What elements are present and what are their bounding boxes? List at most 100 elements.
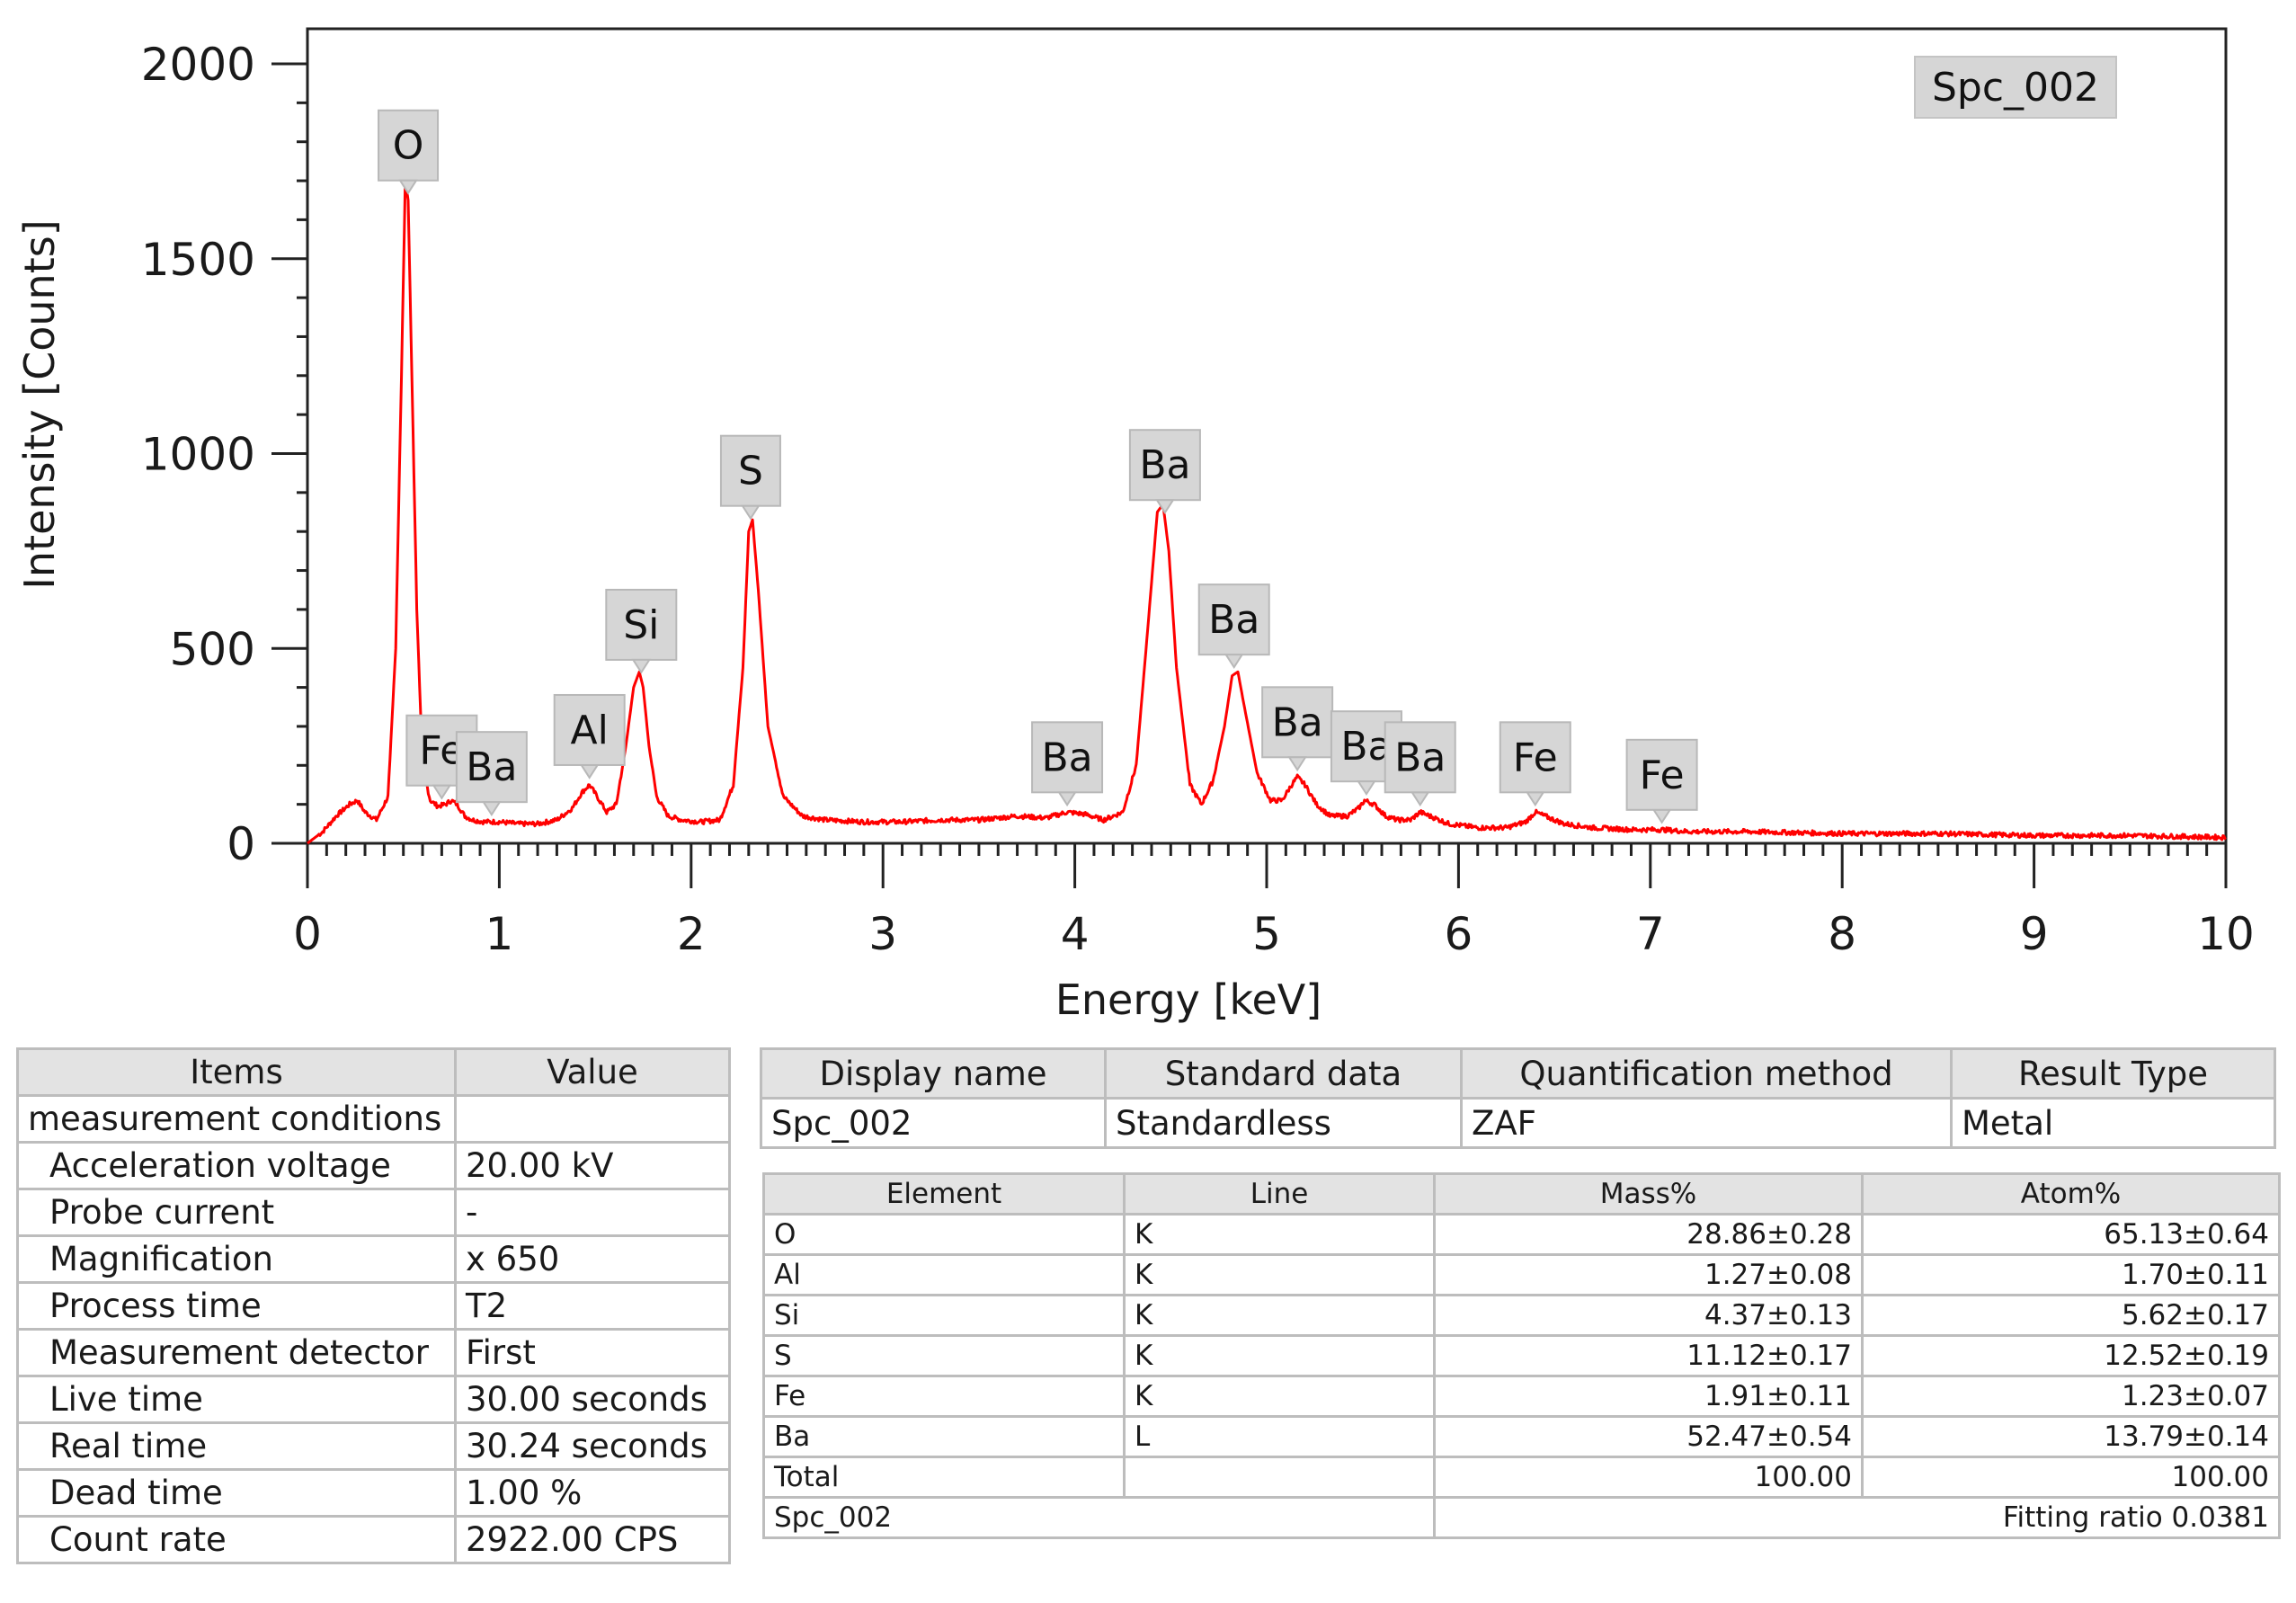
peak-label-text: Al <box>571 708 609 753</box>
peak-label-pointer <box>1357 780 1376 797</box>
mass-cell: 1.27±0.08 <box>1433 1253 1864 1296</box>
peak-label-box <box>1261 686 1334 759</box>
line-cell: K <box>1123 1294 1436 1337</box>
quant-row: Al K 1.27±0.08 1.70±0.11 <box>762 1253 2281 1296</box>
line-cell: L <box>1123 1415 1436 1458</box>
peak-label-pointer <box>1525 791 1545 807</box>
peak-label-text: Ba <box>1041 735 1092 780</box>
peak-label-box <box>553 693 626 766</box>
quant-row: Si K 4.37±0.13 5.62±0.17 <box>762 1294 2281 1337</box>
condition-item: Magnification <box>16 1234 457 1284</box>
value-header: Value <box>454 1047 731 1097</box>
legend-label: Spc_002 <box>1932 65 2099 111</box>
condition-row: Measurement detector First <box>16 1328 731 1377</box>
peak-label-text: Si <box>623 602 659 648</box>
atom-cell: 12.52±0.19 <box>1861 1334 2281 1377</box>
standard-data-value: Standardless <box>1104 1097 1463 1149</box>
standard-data-header: Standard data <box>1104 1047 1463 1100</box>
condition-row: Live time 30.00 seconds <box>16 1375 731 1424</box>
peak-label-text: O <box>393 123 424 169</box>
peak-label-box <box>1384 721 1456 794</box>
condition-item: Count rate <box>16 1515 457 1564</box>
x-axis-title: Energy [keV] <box>1055 975 1322 1024</box>
mass-cell: 1.91±0.11 <box>1433 1375 1864 1418</box>
quant-method-value: ZAF <box>1460 1097 1953 1149</box>
condition-row: Acceleration voltage 20.00 kV <box>16 1141 731 1190</box>
y-axis-title: Intensity [Counts] <box>15 219 64 589</box>
peak-label-box <box>605 588 678 661</box>
peak-label-pointer <box>631 658 652 674</box>
peak-label-pointer <box>482 801 502 817</box>
peak-label-text: S <box>738 449 763 494</box>
x-tick-label: 8 <box>1828 908 1856 960</box>
group-row: measurement conditions <box>16 1094 731 1144</box>
line-cell: K <box>1123 1213 1436 1256</box>
y-tick-label: 1000 <box>141 429 255 481</box>
quant-footer-row: Spc_002 Fitting ratio 0.0381 <box>762 1496 2281 1539</box>
condition-row: Probe current - <box>16 1188 731 1237</box>
condition-value: 20.00 kV <box>454 1141 731 1190</box>
peak-label-ba: Ba <box>1261 686 1334 772</box>
condition-item: Live time <box>16 1375 457 1424</box>
peak-label-fe: Fe <box>1625 738 1698 824</box>
info-row: Spc_002 Standardless ZAF Metal <box>760 1097 2276 1149</box>
quantification-table: Element Line Mass% Atom% O K 28.86±0.28 65.… <box>762 1172 2281 1539</box>
condition-item: Probe current <box>16 1188 457 1237</box>
display-name-value: Spc_002 <box>760 1097 1107 1149</box>
peak-label-text: Fe <box>1513 735 1558 780</box>
x-tick-label: 4 <box>1061 908 1090 960</box>
x-tick-label: 10 <box>2197 908 2255 960</box>
spectrum-chart: 0 500 1000 1500 2000 0 1 2 3 4 5 6 7 8 9 10 O Fe Ba Al Si S… <box>15 27 2255 1024</box>
condition-row: Count rate 2922.00 CPS <box>16 1515 731 1564</box>
line-cell: K <box>1123 1334 1436 1377</box>
peak-label-o: O <box>378 109 440 195</box>
element-cell: Si <box>762 1294 1126 1337</box>
peak-label-text: Ba <box>1208 597 1259 643</box>
element-cell: S <box>762 1334 1126 1377</box>
peak-label-pointer <box>432 784 452 800</box>
quant-row: Fe K 1.91±0.11 1.23±0.07 <box>762 1375 2281 1418</box>
atom-header: Atom% <box>1861 1172 2281 1216</box>
atom-cell: 1.70±0.11 <box>1861 1253 2281 1296</box>
condition-value: 1.00 % <box>454 1468 731 1518</box>
element-cell: Fe <box>762 1375 1126 1418</box>
peak-label-box <box>1197 583 1270 656</box>
peak-label-pointer <box>1651 808 1672 824</box>
peak-label-ba: Ba <box>1384 721 1456 807</box>
spectrum-info-table: Display name Standard data Quantificatio… <box>760 1047 2276 1149</box>
peak-label-ba: Ba <box>1197 583 1270 669</box>
peak-label-pointer <box>741 504 761 521</box>
element-cell: Al <box>762 1253 1126 1296</box>
element-cell: Total <box>762 1456 1126 1499</box>
peak-label-si: Si <box>605 588 678 674</box>
quant-row: Ba L 52.47±0.54 13.79±0.14 <box>762 1415 2281 1458</box>
y-tick-label: 0 <box>227 818 255 870</box>
atom-cell: 100.00 <box>1861 1456 2281 1499</box>
mass-cell: 100.00 <box>1433 1456 1864 1499</box>
result-type-header: Result Type <box>1950 1047 2276 1100</box>
condition-row: Magnification x 650 <box>16 1234 731 1284</box>
plot-frame <box>306 27 2228 845</box>
condition-row: Real time 30.24 seconds <box>16 1421 731 1471</box>
y-tick-label: 500 <box>170 623 255 675</box>
line-cell: K <box>1123 1253 1436 1296</box>
peak-label-pointer <box>579 763 600 779</box>
x-tick-label: 3 <box>868 908 897 960</box>
peak-label-al: Al <box>553 693 626 779</box>
element-cell: Ba <box>762 1415 1126 1458</box>
condition-value: 2922.00 CPS <box>454 1515 731 1564</box>
condition-item: Dead time <box>16 1468 457 1518</box>
x-tick-label: 1 <box>485 908 513 960</box>
x-tick-label: 5 <box>1252 908 1281 960</box>
peak-label-pointer <box>398 179 418 195</box>
peak-label-box <box>719 434 781 507</box>
mass-header: Mass% <box>1433 1172 1864 1216</box>
peak-label-box <box>1031 721 1104 794</box>
peak-label-s: S <box>719 434 781 521</box>
series-line <box>307 179 2227 845</box>
peak-label-text: Ba <box>1139 442 1190 488</box>
atom-cell: 5.62±0.17 <box>1861 1294 2281 1337</box>
peak-label-box <box>1128 429 1201 502</box>
peak-label-pointer <box>1155 499 1175 515</box>
quant-row: O K 28.86±0.28 65.13±0.64 <box>762 1213 2281 1256</box>
